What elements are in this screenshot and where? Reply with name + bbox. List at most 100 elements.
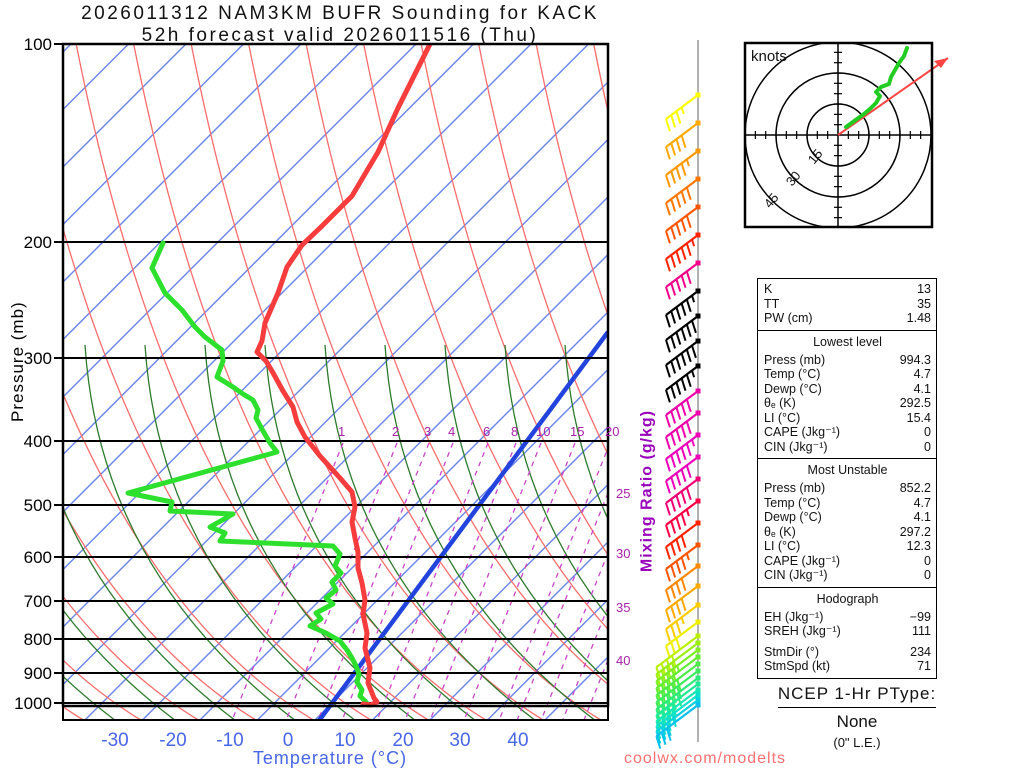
temperature-axis-label: Temperature (°C) xyxy=(252,748,408,768)
temperature-tick-label: -20 xyxy=(159,730,187,751)
stats-row: EH (Jkg⁻¹) −99 xyxy=(764,610,931,625)
stats-label: CIN (Jkg⁻¹) xyxy=(764,439,828,454)
stats-label: LI (°C) xyxy=(764,410,801,425)
chart-subtitle: 52h forecast valid 2026011516 (Thu) xyxy=(141,25,539,46)
pressure-tick-label: 500 xyxy=(23,496,52,515)
isotherm-line xyxy=(63,44,475,456)
temperature-tick-label: 10 xyxy=(334,730,356,751)
moist-adiabat-line xyxy=(504,344,608,618)
mixing-ratio-value-label: 1 xyxy=(338,424,346,439)
isotherm-line xyxy=(429,541,608,720)
wind-barb xyxy=(665,260,701,300)
mixing-ratio-line xyxy=(231,442,344,720)
mixing-ratio-line xyxy=(285,442,398,720)
stats-label: Temp (°C) xyxy=(764,367,821,381)
isotherm-line xyxy=(63,44,187,168)
storm-motion-arrowhead xyxy=(934,58,948,68)
hodograph-units-label: knots xyxy=(751,48,787,65)
pressure-tick-label: 700 xyxy=(23,592,52,611)
temperature-trace xyxy=(254,44,433,708)
mixing-ratio-value-label: 40 xyxy=(616,653,631,668)
moist-adiabat-line xyxy=(444,344,608,682)
stats-value: 234 xyxy=(910,644,931,659)
mixing-ratio-value-label: 3 xyxy=(424,424,432,439)
hodograph-frame xyxy=(743,41,934,229)
plot-bottom-strip xyxy=(62,705,609,721)
isotherm-line xyxy=(371,483,608,720)
wind-barb xyxy=(665,120,701,160)
wind-barb xyxy=(665,542,701,582)
isotherm-line xyxy=(486,598,608,720)
chart-title: 2026011312 NAM3KM BUFR Sounding for KACK xyxy=(81,3,599,24)
stats-row: StmDir (°) 234 xyxy=(764,645,931,660)
mixing-ratio-line xyxy=(498,446,608,720)
isotherm-line xyxy=(63,44,245,226)
dry-adiabat-line xyxy=(938,38,1024,724)
wind-barb xyxy=(665,410,701,450)
stats-row: CAPE (Jkg⁻¹) 0 xyxy=(764,554,931,569)
mixing-ratio-value-label: 30 xyxy=(616,546,631,561)
stats-value: 994.3 xyxy=(899,352,931,367)
mixing-ratio-line xyxy=(429,442,542,720)
mixing-ratio-value-label: 15 xyxy=(570,424,585,439)
mixing-ratio-value-label: 2 xyxy=(392,424,400,439)
stats-section-title: Most Unstable xyxy=(807,463,888,477)
stats-label: EH (Jkg⁻¹) xyxy=(764,609,824,624)
stats-label: StmSpd (kt) xyxy=(764,659,830,673)
pressure-tick-label: 900 xyxy=(23,664,52,683)
stats-row: K 13 xyxy=(764,282,931,297)
mixing-ratio-line xyxy=(540,552,608,720)
stats-value: 15.4 xyxy=(906,410,931,425)
dry-adiabat-line xyxy=(420,44,608,557)
stats-row: Press (mb) 852.2 xyxy=(764,481,931,496)
wind-barb xyxy=(655,692,701,739)
wind-barb xyxy=(665,388,701,428)
dry-adiabat-line xyxy=(63,595,200,720)
mixing-ratio-value-label: 25 xyxy=(616,486,631,501)
stats-label: LI (°C) xyxy=(764,539,801,553)
isotherm-line xyxy=(63,44,532,513)
stats-row: LI (°C) 12.3 xyxy=(764,539,931,554)
stats-label: PW (cm) xyxy=(764,311,813,325)
temperature-tick-label: 0 xyxy=(282,730,294,751)
isotherm-line xyxy=(63,81,608,628)
stats-value: 0 xyxy=(924,439,931,454)
stats-value: 4.1 xyxy=(913,381,931,396)
stats-label: Dewp (°C) xyxy=(764,510,822,524)
hodograph-trace xyxy=(844,46,909,129)
dewpoint-trace xyxy=(125,240,371,708)
moist-adiabat-line xyxy=(564,344,608,521)
stats-value: 1.48 xyxy=(906,311,931,325)
stats-section-title: Hodograph xyxy=(816,591,879,606)
wind-barb xyxy=(665,288,701,328)
isotherm-line xyxy=(63,44,360,341)
isotherm-line xyxy=(141,253,608,720)
isotherm-line xyxy=(256,368,608,720)
stats-value: 4.7 xyxy=(913,495,931,510)
mixing-ratio-line xyxy=(317,442,430,720)
mixing-ratio-axis-label: Mixing Ratio (g/kg) xyxy=(638,409,656,573)
pressure-tick-label: 600 xyxy=(23,548,52,567)
stats-value: 292.5 xyxy=(899,396,931,410)
stats-row: Press (mb) 994.3 xyxy=(764,353,931,368)
stats-value: 0 xyxy=(924,553,931,568)
stats-row: SREH (Jkg⁻¹) 111 xyxy=(764,624,931,639)
stats-label: Press (mb) xyxy=(764,481,826,495)
stats-label: CIN (Jkg⁻¹) xyxy=(764,568,828,582)
isotherm-line xyxy=(63,44,417,398)
stats-label: K xyxy=(764,282,773,296)
stats-label: CAPE (Jkg⁻¹) xyxy=(764,553,841,568)
moist-adiabat-line xyxy=(63,609,176,720)
stats-section: Most Unstable Press (mb) 852.2 Temp (°C) 4.7… xyxy=(758,459,936,588)
wind-barb xyxy=(665,92,701,132)
mixing-ratio-value-label: 35 xyxy=(616,600,631,615)
wind-barb xyxy=(665,520,701,560)
pressure-tick-label: 800 xyxy=(23,630,52,649)
watermark-link[interactable]: coolwx.com/modelts xyxy=(623,750,787,767)
ptype-note: (0" L.E.) xyxy=(833,735,881,750)
wind-barb xyxy=(665,148,701,188)
moist-adiabat-line xyxy=(384,344,596,720)
wind-barb xyxy=(665,363,701,403)
wind-barb xyxy=(655,702,701,749)
